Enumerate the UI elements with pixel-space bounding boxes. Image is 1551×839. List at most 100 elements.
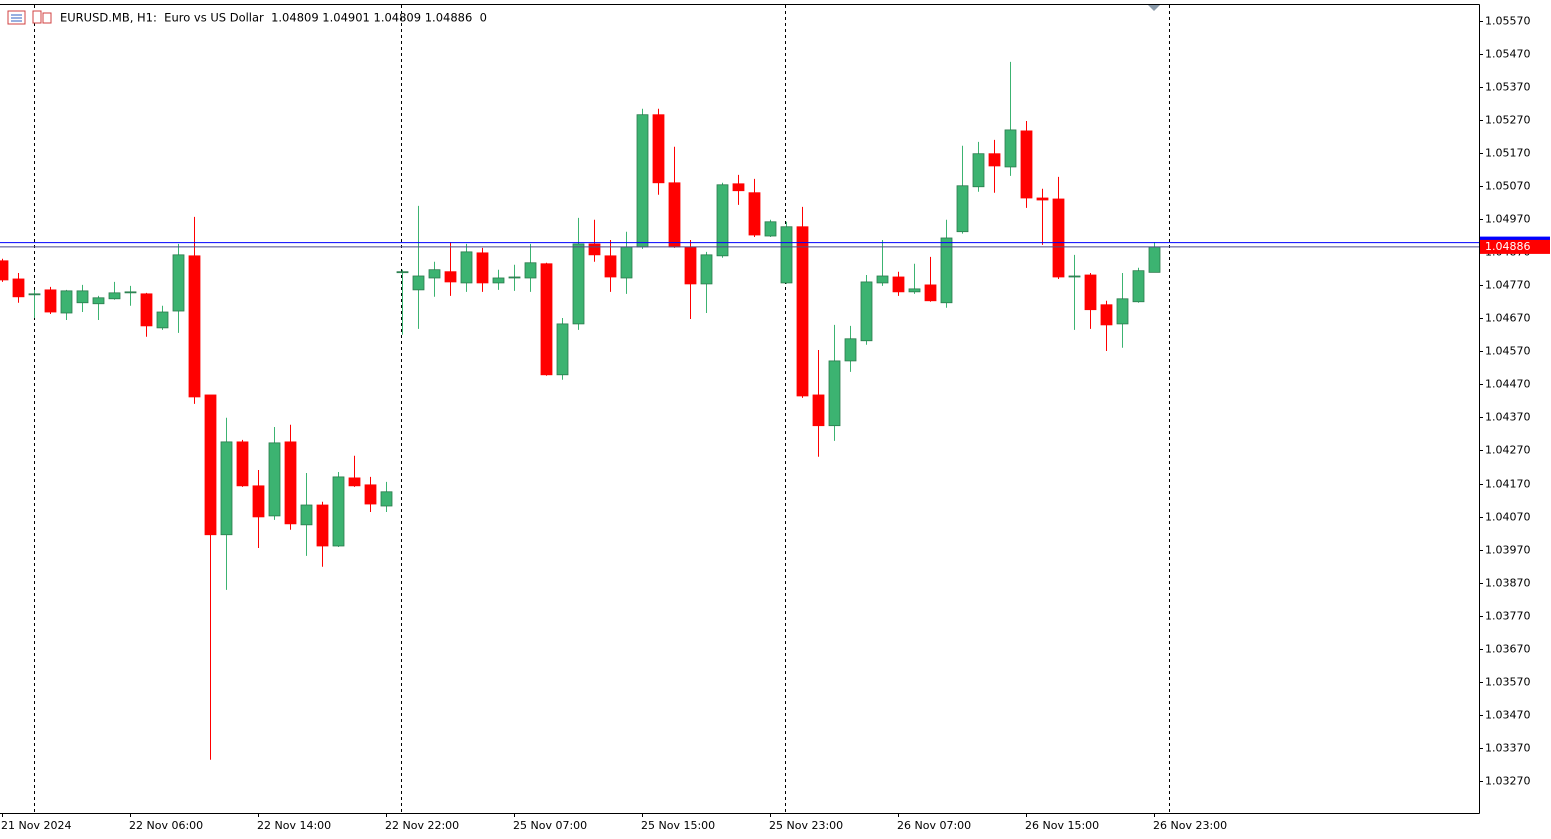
candle-body (684, 246, 697, 285)
candle-body (860, 281, 873, 342)
candle-body (188, 255, 201, 398)
candle-body (924, 284, 937, 302)
candle-body (460, 251, 473, 284)
candle-body (396, 271, 409, 274)
candle-body (1036, 197, 1049, 201)
y-tick-label: 1.05370 (1485, 81, 1531, 94)
bid-label: 1.04886 (1485, 240, 1531, 253)
x-tick-label: 26 Nov 23:00 (1153, 819, 1227, 832)
x-tick-label: 25 Nov 07:00 (513, 819, 587, 832)
candle-body (316, 504, 329, 547)
x-tick-label: 26 Nov 15:00 (1025, 819, 1099, 832)
candle-body (108, 292, 121, 300)
icon-chart (32, 10, 42, 24)
candle-body (716, 184, 729, 257)
candle-body (380, 491, 393, 507)
y-tick-label: 1.03270 (1485, 775, 1531, 788)
candle-body (636, 114, 649, 248)
candle-body (12, 278, 25, 298)
candle-body (204, 394, 217, 536)
candle-body (44, 289, 57, 313)
y-tick-label: 1.05270 (1485, 114, 1531, 127)
y-tick-label: 1.04770 (1485, 279, 1531, 292)
candle-body (364, 484, 377, 505)
candle-body (348, 477, 361, 487)
x-tick-label: 21 Nov 2024 (1, 819, 71, 832)
candle-body (940, 237, 953, 304)
candle-body (844, 338, 857, 362)
candle-body (1148, 246, 1161, 273)
candle-body (476, 252, 489, 284)
shift-marker (1148, 5, 1160, 11)
chart-title: EURUSD.MB, H1: Euro vs US Dollar 1.04809… (60, 11, 487, 25)
header-icons (7, 10, 52, 25)
candle-body (908, 288, 921, 293)
day-separators (34, 5, 1170, 813)
candle-body (268, 442, 281, 517)
candle-body (828, 360, 841, 427)
x-tick-label: 22 Nov 14:00 (257, 819, 331, 832)
candle-body (60, 290, 73, 314)
candle-body (604, 255, 617, 278)
candle-body (284, 441, 297, 525)
y-tick-label: 1.04070 (1485, 511, 1531, 524)
candle-body (812, 394, 825, 427)
candle-body (876, 275, 889, 284)
candle-body (748, 192, 761, 236)
candle-body (1052, 198, 1065, 278)
candle-body (1084, 274, 1097, 311)
y-tick-label: 1.05170 (1485, 147, 1531, 160)
candle-body (972, 153, 985, 188)
candle-body (524, 262, 537, 279)
candle-body (892, 276, 905, 293)
candle-body (780, 226, 793, 284)
y-tick-label: 1.03370 (1485, 742, 1531, 755)
candle-body (252, 485, 265, 518)
candle-body (220, 441, 233, 536)
y-tick-label: 1.05070 (1485, 180, 1531, 193)
y-tick-label: 1.04370 (1485, 411, 1531, 424)
candle-body (300, 504, 313, 526)
candle-body (540, 263, 553, 376)
ask-marker (1480, 236, 1550, 241)
candle-body (140, 293, 153, 327)
candle-body (1020, 130, 1033, 199)
x-tick-label: 22 Nov 06:00 (129, 819, 203, 832)
candle-body (412, 275, 425, 291)
y-tick-label: 1.05470 (1485, 48, 1531, 61)
candle-body (652, 114, 665, 184)
candle-body (172, 254, 185, 312)
candle-body (1004, 129, 1017, 168)
candle-body (1100, 304, 1113, 326)
candle-body (988, 153, 1001, 167)
y-tick-label: 1.04670 (1485, 312, 1531, 325)
candle-body (236, 441, 249, 487)
y-tick-label: 1.04270 (1485, 444, 1531, 457)
y-tick-label: 1.03770 (1485, 610, 1531, 623)
candle-body (588, 243, 601, 256)
candle-body (956, 185, 969, 233)
candle-body (28, 293, 41, 296)
y-tick-label: 1.04970 (1485, 213, 1531, 226)
icon-chart (42, 12, 52, 24)
candle-body (700, 254, 713, 285)
y-tick-label: 1.03570 (1485, 676, 1531, 689)
candle-body (76, 290, 89, 304)
x-tick-label: 25 Nov 23:00 (769, 819, 843, 832)
candle-body (1116, 298, 1129, 325)
candle-body (620, 246, 633, 279)
candle-body (156, 311, 169, 329)
candle-body (732, 183, 745, 192)
candle-body (444, 271, 457, 283)
plot-area (0, 61, 1479, 760)
y-tick-label: 1.03670 (1485, 643, 1531, 656)
candle-body (1068, 275, 1081, 278)
candle-body (556, 323, 569, 376)
x-tick-label: 26 Nov 07:00 (897, 819, 971, 832)
y-tick-label: 1.04570 (1485, 345, 1531, 358)
y-tick-label: 1.04470 (1485, 378, 1531, 391)
y-tick-label: 1.05570 (1485, 15, 1531, 28)
candle-body (0, 260, 9, 281)
